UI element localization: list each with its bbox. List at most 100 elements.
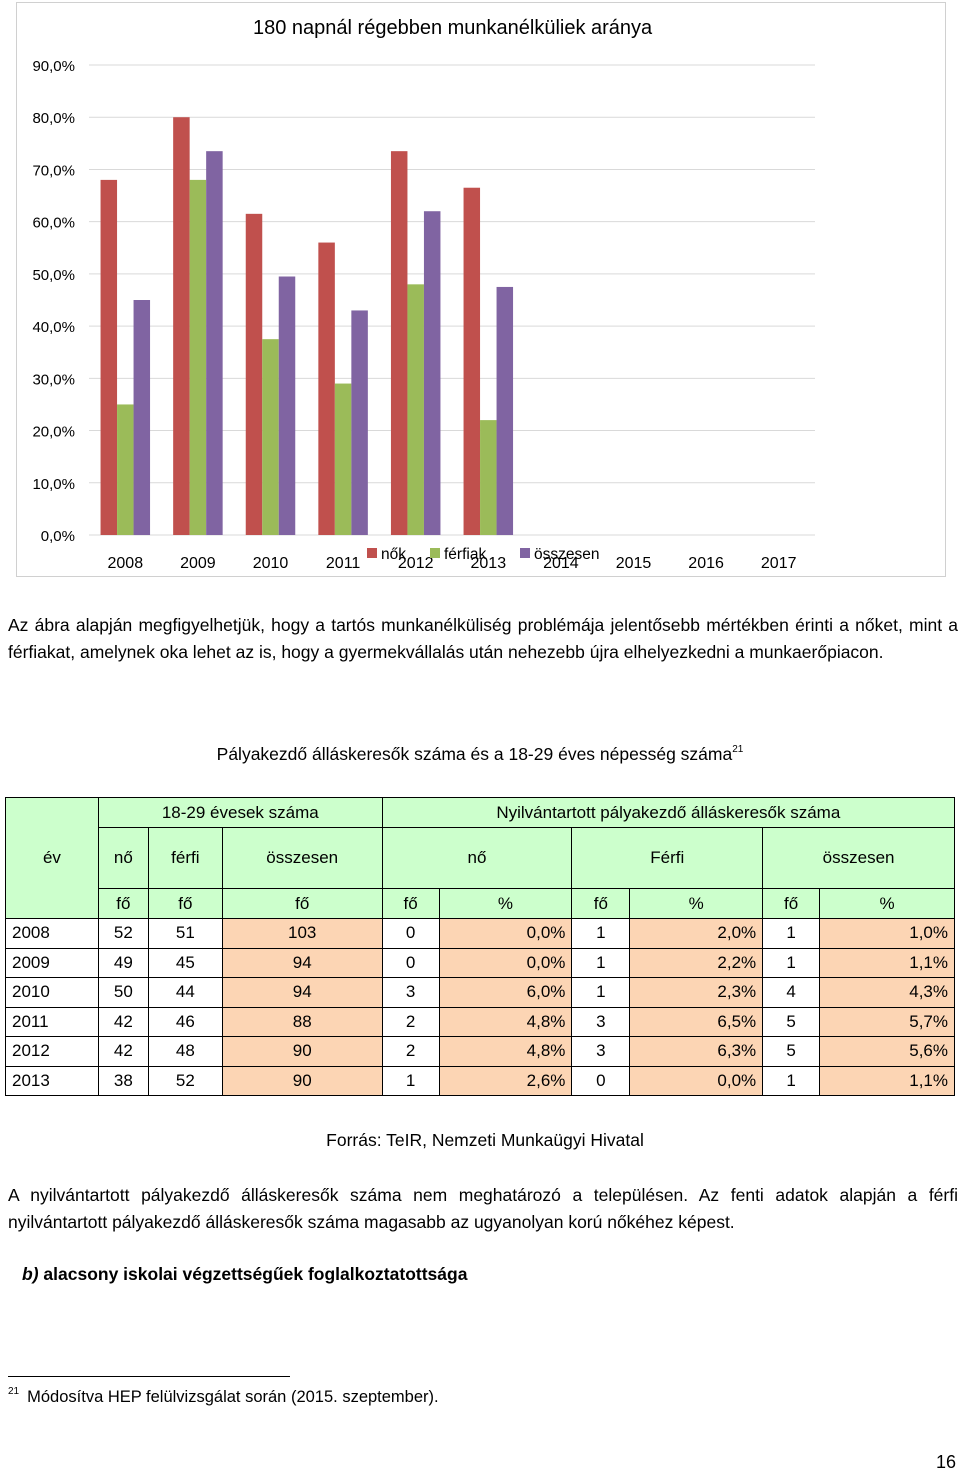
chart-frame: 0,0% 10,0% 20,0% 30,0% 40,0% 50,0% 60,0% 70,0% 8… bbox=[16, 2, 946, 577]
data-cell: 6,0% bbox=[438, 977, 573, 1008]
header-group-population: 18-29 évesek száma bbox=[97, 797, 383, 828]
y-tick-label: 40,0% bbox=[32, 319, 75, 336]
page-number: 16 bbox=[935, 1452, 956, 1472]
y-tick-label: 70,0% bbox=[32, 162, 75, 179]
section-subheading: b) alacsony iskolai végzettségűek foglal… bbox=[22, 1264, 467, 1285]
bar-nők-2009 bbox=[173, 117, 190, 535]
data-cell: 5,6% bbox=[819, 1036, 955, 1067]
data-cell: 44 bbox=[147, 977, 223, 1008]
y-tick-label: 30,0% bbox=[32, 371, 75, 388]
y-tick-label: 80,0% bbox=[32, 110, 75, 127]
data-cell: 4,8% bbox=[438, 1036, 573, 1067]
data-cell: 94 bbox=[221, 947, 383, 978]
y-tick-label: 60,0% bbox=[32, 215, 75, 232]
chart-title: 180 napnál régebben munkanélküliek arány… bbox=[253, 17, 653, 39]
data-cell: 1,0% bbox=[819, 918, 955, 949]
data-cell: 1 bbox=[762, 1065, 821, 1096]
y-tick-label: 50,0% bbox=[32, 267, 75, 284]
bar-összesen-2013 bbox=[496, 286, 514, 535]
subheading-prefix: b) bbox=[22, 1264, 39, 1284]
year-cell: 2008 bbox=[5, 918, 99, 949]
x-tick-label: 2008 bbox=[108, 555, 144, 572]
paragraph-2: A nyilvántartott pályakezdő álláskeresők… bbox=[8, 1185, 958, 1232]
unit-cell: % bbox=[438, 888, 573, 919]
header-sub-reg-no: nő bbox=[381, 827, 573, 889]
table-row: 2013 38 52 90 1 2,6% 0 0,0% 1 1,1% bbox=[5, 1065, 955, 1096]
data-cell: 49 bbox=[97, 947, 149, 978]
bar-férfiak-2010 bbox=[262, 339, 279, 535]
data-cell: 90 bbox=[221, 1065, 383, 1096]
table-row: 2008 52 51 103 0 0,0% 1 2,0% 1 1,0% bbox=[5, 918, 955, 949]
bar-chart: 0,0% 10,0% 20,0% 30,0% 40,0% 50,0% 60,0% 70,0% 8… bbox=[32, 58, 815, 572]
source-note: Forrás: TeIR, Nemzeti Munkaügyi Hivatal bbox=[326, 1130, 644, 1150]
data-cell: 88 bbox=[221, 1006, 383, 1037]
data-cell: 0,0% bbox=[438, 918, 573, 949]
data-cell: 4,3% bbox=[819, 977, 955, 1008]
y-tick-label: 10,0% bbox=[32, 476, 75, 493]
year-cell: 2010 bbox=[5, 977, 99, 1008]
data-cell: 46 bbox=[147, 1006, 223, 1037]
legend-label: férfiak bbox=[444, 546, 486, 563]
bar-összesen-2008 bbox=[133, 300, 151, 535]
data-cell: 5 bbox=[762, 1006, 821, 1037]
data-cell: 2,6% bbox=[438, 1065, 573, 1096]
y-tick-label: 0,0% bbox=[41, 528, 75, 545]
header-sub-no: nő bbox=[97, 827, 149, 889]
data-cell: 90 bbox=[221, 1036, 383, 1067]
data-cell: 52 bbox=[97, 918, 149, 949]
header-ev: év bbox=[5, 797, 99, 919]
data-cell: 103 bbox=[221, 918, 383, 949]
data-cell: 2 bbox=[381, 1006, 440, 1037]
unit-cell: fő bbox=[97, 888, 149, 919]
table-title: Pályakezdő álláskeresők száma és a 18-29… bbox=[0, 744, 960, 765]
data-cell: 0 bbox=[381, 947, 440, 978]
data-cell: 5,7% bbox=[819, 1006, 955, 1037]
data-cell: 50 bbox=[97, 977, 149, 1008]
data-cell: 94 bbox=[221, 977, 383, 1008]
unit-cell: fő bbox=[147, 888, 223, 919]
data-table: év 18-29 évesek száma Nyilvántartott pál… bbox=[5, 797, 956, 1096]
bar-nők-2010 bbox=[245, 213, 263, 536]
table-row: 2011 42 46 88 2 4,8% 3 6,5% 5 5,7% bbox=[5, 1006, 955, 1037]
bar-férfiak-2008 bbox=[117, 404, 134, 535]
header-sub-reg-osszesen: összesen bbox=[762, 827, 955, 889]
data-cell: 0 bbox=[571, 1065, 631, 1096]
bar-nők-2008 bbox=[100, 179, 118, 535]
header-sub-reg-ferfi: Férfi bbox=[571, 827, 764, 889]
bar-férfiak-2013 bbox=[480, 420, 497, 535]
data-cell: 1 bbox=[762, 947, 821, 978]
paragraph-1: Az ábra alapján megfigyelhetjük, hogy a … bbox=[8, 615, 958, 662]
legend-swatch bbox=[367, 548, 377, 558]
data-cell: 3 bbox=[571, 1006, 631, 1037]
data-cell: 2,2% bbox=[629, 947, 764, 978]
bar-összesen-2011 bbox=[351, 310, 368, 535]
bar-összesen-2009 bbox=[206, 151, 223, 535]
data-cell: 1,1% bbox=[819, 947, 955, 978]
unit-cell: % bbox=[819, 888, 955, 919]
y-tick-label: 20,0% bbox=[32, 424, 75, 441]
data-cell: 51 bbox=[147, 918, 223, 949]
year-cell: 2013 bbox=[5, 1065, 99, 1096]
footnote-text: Módosítva HEP felülvizsgálat során (2015… bbox=[27, 1388, 439, 1406]
footnote-divider bbox=[8, 1376, 290, 1377]
header-group-registered: Nyilvántartott pályakezdő álláskeresők s… bbox=[381, 797, 956, 828]
data-cell: 1 bbox=[571, 918, 631, 949]
unit-cell: fő bbox=[762, 888, 821, 919]
data-cell: 0,0% bbox=[629, 1065, 764, 1096]
data-cell: 6,5% bbox=[629, 1006, 764, 1037]
x-tick-label: 2012 bbox=[398, 555, 434, 572]
data-cell: 1 bbox=[571, 977, 631, 1008]
footnote: 21 Módosítva HEP felülvizsgálat során (20… bbox=[8, 1386, 439, 1407]
table-row: 2012 42 48 90 2 4,8% 3 6,3% 5 5,6% bbox=[5, 1036, 955, 1067]
data-cell: 52 bbox=[147, 1065, 223, 1096]
x-tick-label: 2009 bbox=[180, 555, 216, 572]
data-cell: 45 bbox=[147, 947, 223, 978]
x-tick-label: 2016 bbox=[688, 555, 724, 572]
data-cell: 0,0% bbox=[438, 947, 573, 978]
table-title-footnote-mark: 21 bbox=[732, 744, 744, 755]
x-tick-label: 2017 bbox=[761, 555, 797, 572]
data-cell: 4 bbox=[762, 977, 821, 1008]
bar-nők-2011 bbox=[318, 242, 335, 536]
data-cell: 1 bbox=[381, 1065, 440, 1096]
year-cell: 2012 bbox=[5, 1036, 99, 1067]
